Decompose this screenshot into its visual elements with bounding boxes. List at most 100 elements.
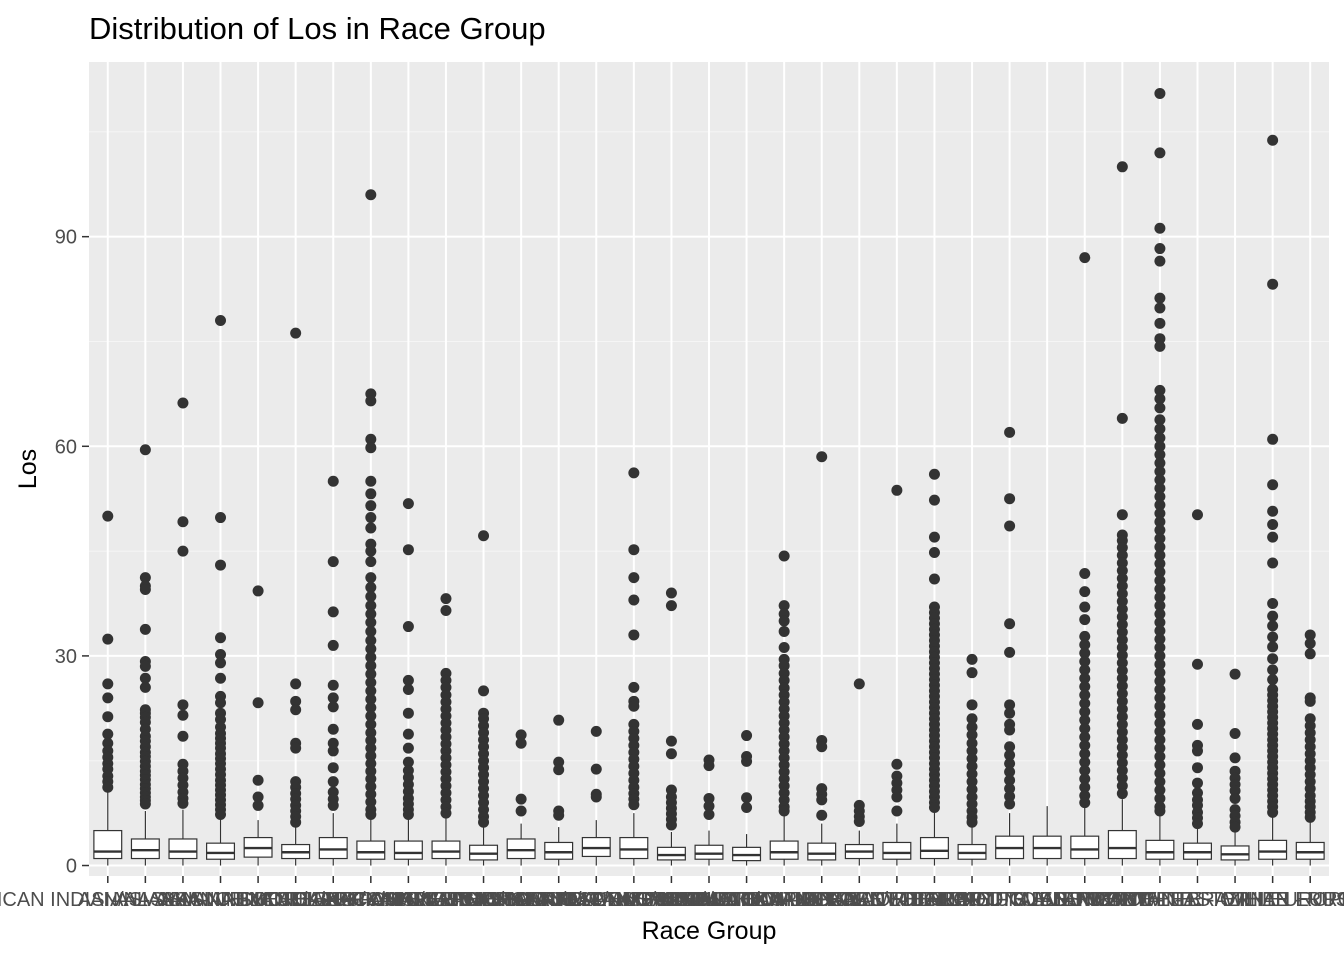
- outlier-point: [327, 556, 339, 568]
- outlier-point: [628, 799, 640, 811]
- outlier-point: [327, 737, 339, 749]
- outlier-point: [102, 728, 114, 740]
- outlier-point: [1267, 531, 1279, 543]
- outlier-point: [215, 809, 227, 821]
- outlier-point: [215, 315, 227, 327]
- box-2: [130, 444, 160, 866]
- outlier-point: [1004, 758, 1016, 770]
- outlier-point: [966, 745, 978, 757]
- outlier-point: [1154, 384, 1166, 396]
- outlier-point: [1079, 655, 1091, 667]
- box-iqr: [318, 836, 348, 860]
- box-12: [506, 729, 536, 866]
- outlier-point: [290, 678, 302, 690]
- outlier-point: [402, 742, 414, 754]
- outlier-point: [1079, 614, 1091, 626]
- x-tick-label: MULTIPLE RACE/ETHNICITY: [725, 889, 994, 911]
- x-tick-label: WHITE - OTHER EUROPEAN: [1138, 889, 1344, 911]
- outlier-point: [402, 756, 414, 768]
- outlier-point: [515, 805, 527, 817]
- outlier-point: [365, 500, 377, 512]
- outlier-point: [1004, 798, 1016, 810]
- outlier-point: [1079, 252, 1091, 264]
- x-tick-label: WHITE - BRAZILIAN: [1105, 889, 1291, 911]
- outlier-point: [290, 327, 302, 339]
- outlier-point: [1267, 631, 1279, 643]
- outlier-point: [1154, 558, 1166, 570]
- outlier-point: [741, 792, 753, 804]
- outlier-point: [1116, 718, 1128, 730]
- outlier-point: [1267, 433, 1279, 445]
- outlier-point: [365, 600, 377, 612]
- outlier-point: [215, 512, 227, 524]
- outlier-point: [1116, 711, 1128, 723]
- outlier-point: [1154, 767, 1166, 779]
- box-iqr: [1145, 839, 1175, 860]
- outlier-point: [928, 573, 940, 585]
- box-19: [769, 550, 799, 866]
- outlier-point: [1154, 243, 1166, 255]
- outlier-point: [1116, 626, 1128, 638]
- outlier-point: [966, 729, 978, 741]
- outlier-point: [1079, 714, 1091, 726]
- outlier-point: [891, 484, 903, 496]
- outlier-point: [590, 791, 602, 803]
- outlier-point: [402, 683, 414, 695]
- outlier-point: [1154, 675, 1166, 687]
- outlier-point: [966, 753, 978, 765]
- box-iqr: [506, 838, 536, 860]
- outlier-point: [1154, 222, 1166, 234]
- box-iqr: [656, 846, 686, 861]
- outlier-point: [139, 798, 151, 810]
- outlier-point: [1079, 681, 1091, 693]
- outlier-point: [1191, 777, 1203, 789]
- outlier-point: [778, 674, 790, 686]
- x-tick-label: HISPANIC/LATINO - DOMINICAN: [483, 889, 785, 911]
- outlier-point: [1229, 752, 1241, 764]
- outlier-point: [553, 809, 565, 821]
- outlier-point: [402, 621, 414, 633]
- outlier-point: [402, 498, 414, 510]
- outlier-point: [252, 799, 264, 811]
- outlier-point: [365, 608, 377, 620]
- box-iqr: [1107, 829, 1137, 860]
- x-tick-label: UNABLE TO OBTAIN: [989, 889, 1180, 911]
- outlier-point: [778, 625, 790, 637]
- outlier-point: [1004, 707, 1016, 719]
- x-tick-label: HISPANIC/LATINO - SALVADORAN: [661, 889, 982, 911]
- outlier-point: [177, 516, 189, 528]
- outlier-point: [1154, 491, 1166, 503]
- outlier-point: [1154, 402, 1166, 414]
- outlier-point: [1191, 818, 1203, 830]
- outlier-point: [1267, 806, 1279, 818]
- outlier-point: [327, 606, 339, 618]
- outlier-point: [1154, 709, 1166, 721]
- outlier-point: [1116, 642, 1128, 654]
- outlier-point: [1304, 629, 1316, 641]
- box-iqr: [919, 836, 949, 860]
- box-iqr: [1220, 845, 1250, 861]
- outlier-point: [1154, 302, 1166, 314]
- outlier-point: [1079, 748, 1091, 760]
- outlier-point: [1154, 440, 1166, 452]
- outlier-point: [440, 604, 452, 616]
- outlier-point: [365, 581, 377, 593]
- outlier-point: [327, 475, 339, 487]
- outlier-point: [816, 741, 828, 753]
- outlier-point: [215, 672, 227, 684]
- outlier-point: [365, 765, 377, 777]
- outlier-point: [1004, 724, 1016, 736]
- outlier-point: [102, 633, 114, 645]
- outlier-point: [365, 742, 377, 754]
- box-14: [581, 725, 611, 866]
- x-tick-label: WHITE - RUSSIAN: [1225, 889, 1344, 911]
- outlier-point: [139, 623, 151, 635]
- outlier-point: [1079, 697, 1091, 709]
- outlier-point: [1116, 695, 1128, 707]
- outlier-point: [778, 642, 790, 654]
- box-30: [1182, 509, 1212, 866]
- outlier-point: [365, 710, 377, 722]
- x-tick-label: UNKNOWN: [1070, 889, 1176, 911]
- outlier-point: [478, 530, 490, 542]
- outlier-point: [1267, 557, 1279, 569]
